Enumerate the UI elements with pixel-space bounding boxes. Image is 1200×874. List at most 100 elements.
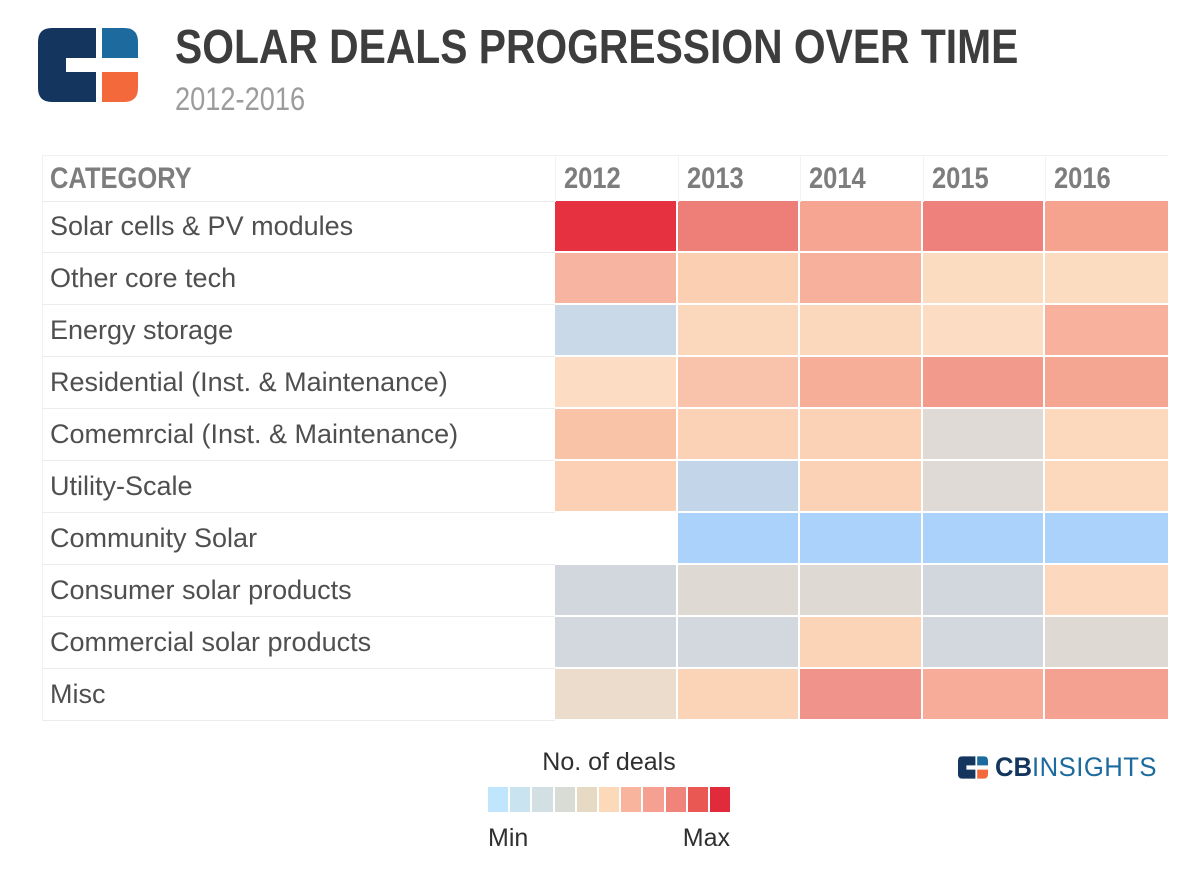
legend-swatch — [532, 787, 553, 812]
column-header-category: CATEGORY — [43, 156, 555, 202]
heatmap-cell-2012 — [555, 201, 678, 253]
heatmap-cell-2012 — [555, 565, 678, 617]
heatmap-cell-2016 — [1045, 461, 1168, 513]
legend-min-label: Min — [488, 824, 529, 852]
legend-swatch — [665, 787, 686, 812]
heatmap-cell-2015 — [922, 669, 1046, 721]
heatmap-cell-2012 — [555, 409, 678, 461]
row-label: Community Solar — [43, 513, 555, 565]
heatmap-cell-2014 — [800, 305, 923, 357]
table-row: Energy storage — [43, 305, 1168, 357]
heatmap-cell-2014 — [800, 513, 923, 565]
heatmap-cell-2013 — [677, 201, 801, 253]
row-label: Misc — [43, 669, 555, 721]
column-header-2014: 2014 — [800, 156, 923, 202]
heatmap-cell-2016 — [1045, 565, 1168, 617]
heatmap-cell-2014 — [800, 565, 923, 617]
brand-cb-text: CB — [995, 752, 1033, 782]
row-label: Other core tech — [43, 253, 555, 305]
heatmap-cell-2015 — [922, 305, 1046, 357]
row-label: Residential (Inst. & Maintenance) — [43, 357, 555, 409]
row-label: Energy storage — [43, 305, 555, 357]
heatmap-cell-2015 — [922, 461, 1046, 513]
heatmap-cell-2016 — [1045, 617, 1168, 669]
heatmap-cell-2014 — [800, 461, 923, 513]
table-row: Residential (Inst. & Maintenance) — [43, 357, 1168, 409]
legend-swatch — [510, 787, 531, 812]
legend-swatch — [554, 787, 575, 812]
column-header-2012: 2012 — [555, 156, 678, 202]
heatmap-cell-2012 — [555, 357, 678, 409]
heatmap-cell-2013 — [677, 565, 801, 617]
heatmap-cell-2013 — [677, 357, 801, 409]
heatmap-cell-2012 — [555, 669, 678, 721]
cbinsights-wordmark: CBINSIGHTS — [958, 752, 1166, 783]
heatmap-cell-2016 — [1045, 409, 1168, 461]
row-label: Comemrcial (Inst. & Maintenance) — [43, 409, 555, 461]
table-row: Other core tech — [43, 253, 1168, 305]
heatmap-cell-2014 — [800, 201, 923, 253]
legend-title: No. of deals — [542, 748, 676, 776]
heatmap-cell-2013 — [677, 305, 801, 357]
heatmap-cell-2013 — [677, 669, 801, 721]
heatmap-cell-2016 — [1045, 513, 1168, 565]
heatmap-cell-2015 — [922, 565, 1046, 617]
table-row: Solar cells & PV modules — [43, 201, 1168, 253]
table-row: Utility-Scale — [43, 461, 1168, 513]
heatmap-cell-2012 — [555, 461, 678, 513]
heatmap-cell-2014 — [800, 669, 923, 721]
brand-insights-text: INSIGHTS — [1032, 752, 1158, 782]
heatmap-cell-2012 — [555, 305, 678, 357]
heatmap-cell-2012 — [555, 253, 678, 305]
table-row: Commercial solar products — [43, 617, 1168, 669]
heatmap-body: Solar cells & PV modules Other core tech E… — [43, 201, 1168, 721]
legend-gradient — [488, 787, 731, 812]
legend-swatch — [643, 787, 664, 812]
heatmap-cell-2016 — [1045, 357, 1168, 409]
heatmap-cell-2015 — [922, 409, 1046, 461]
legend-swatch — [488, 787, 509, 812]
heatmap-cell-2012 — [555, 617, 678, 669]
heatmap-cell-2015 — [922, 357, 1046, 409]
heatmap-cell-2015 — [922, 617, 1046, 669]
legend-end-labels: Min Max — [488, 824, 730, 853]
heatmap-cell-2014 — [800, 357, 923, 409]
row-label: Solar cells & PV modules — [43, 201, 555, 253]
heatmap-cell-2015 — [922, 513, 1046, 565]
heatmap-header-row: CATEGORY 2012 2013 2014 2015 2016 — [43, 156, 1168, 202]
heatmap-cell-2016 — [1045, 305, 1168, 357]
heatmap-cell-2016 — [1045, 201, 1168, 253]
table-row: Consumer solar products — [43, 565, 1168, 617]
heatmap-table: CATEGORY 2012 2013 2014 2015 2016 Solar cell… — [42, 155, 1168, 721]
row-label: Utility-Scale — [43, 461, 555, 513]
legend-max-label: Max — [682, 824, 730, 852]
column-header-2013: 2013 — [677, 156, 801, 202]
column-header-2016: 2016 — [1045, 156, 1168, 202]
legend-swatch — [687, 787, 708, 812]
heatmap-cell-2014 — [800, 409, 923, 461]
heatmap-cell-2013 — [677, 461, 801, 513]
table-row: Misc — [43, 669, 1168, 721]
heatmap-cell-2013 — [677, 617, 801, 669]
heatmap-cell-2014 — [800, 253, 923, 305]
heatmap-cell-2016 — [1045, 669, 1168, 721]
row-label: Consumer solar products — [43, 565, 555, 617]
legend-swatch — [621, 787, 642, 812]
page-title: SOLAR DEALS PROGRESSION OVER TIME — [175, 21, 1019, 74]
heatmap-cell-2014 — [800, 617, 923, 669]
table-row: Community Solar — [43, 513, 1168, 565]
cbinsights-logo-icon — [38, 27, 138, 108]
column-header-2015: 2015 — [922, 156, 1046, 202]
legend-swatch — [576, 787, 597, 812]
row-label: Commercial solar products — [43, 617, 555, 669]
heatmap-cell-2016 — [1045, 253, 1168, 305]
heatmap-cell-2013 — [677, 253, 801, 305]
cbinsights-logo-small-icon — [958, 756, 989, 779]
cbinsights-logo-svg — [38, 28, 138, 102]
legend: No. of deals Min Max — [488, 748, 731, 853]
heatmap-cell-2013 — [677, 513, 801, 565]
page-subtitle: 2012-2016 — [175, 81, 306, 118]
heatmap-cell-2015 — [922, 253, 1046, 305]
heatmap-cell-2015 — [922, 201, 1046, 253]
